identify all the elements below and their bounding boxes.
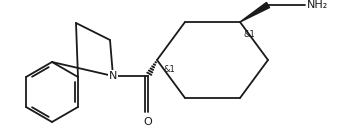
Text: O: O xyxy=(144,117,152,127)
Text: &1: &1 xyxy=(243,30,255,39)
Polygon shape xyxy=(240,2,270,22)
Text: &1: &1 xyxy=(163,66,175,75)
Text: N: N xyxy=(109,71,117,81)
Text: NH₂: NH₂ xyxy=(307,0,328,10)
